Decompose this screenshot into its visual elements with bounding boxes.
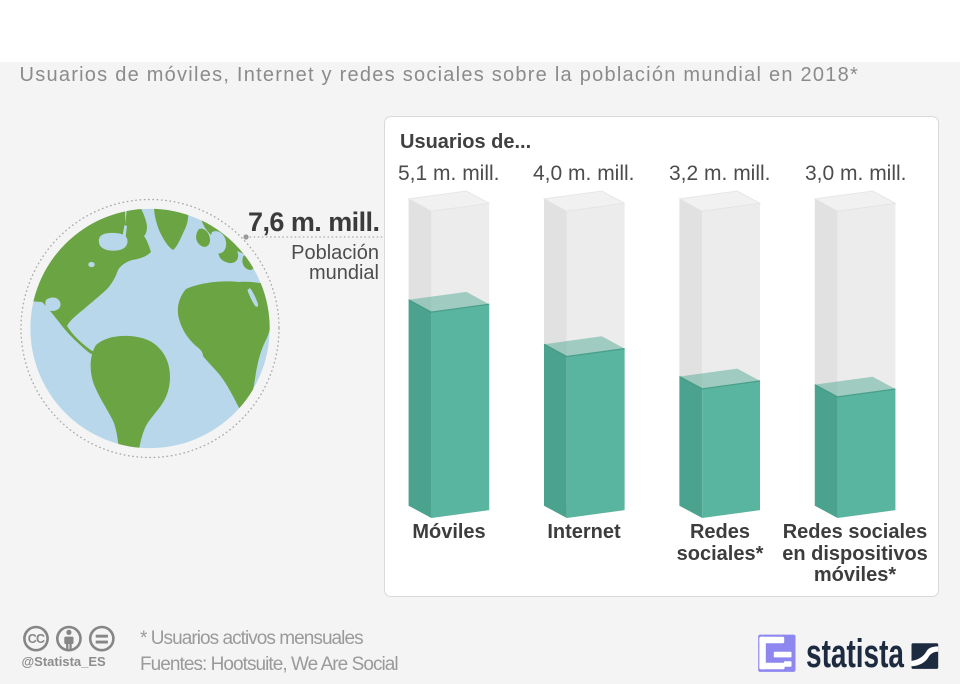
svg-text:CC: CC [28, 632, 45, 646]
svg-text:statista: statista [806, 632, 905, 676]
